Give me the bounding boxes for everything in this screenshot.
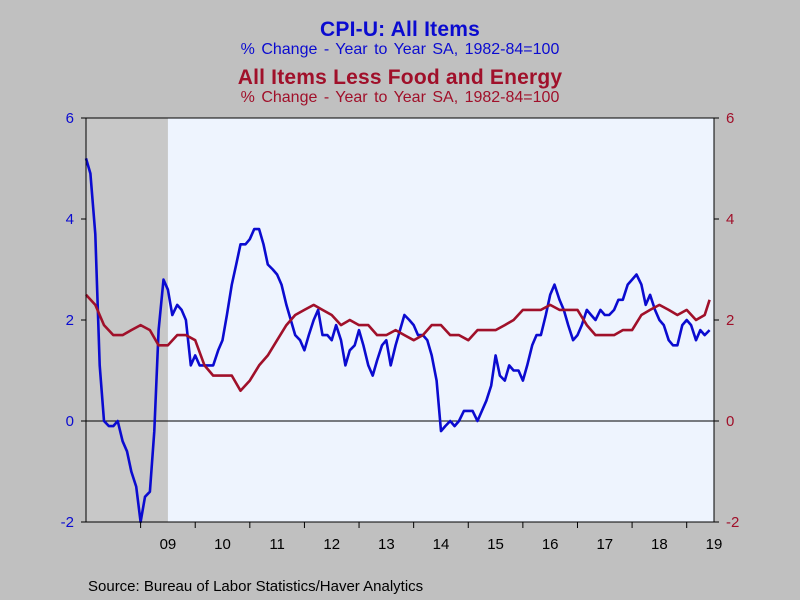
y-tick-label-right: 0 (726, 413, 734, 430)
y-tick-label-right: 4 (726, 211, 734, 228)
series-line-core (85, 293, 711, 392)
x-tick-label: 13 (378, 536, 395, 553)
y-tick-label-left: 4 (66, 211, 74, 228)
chart-title-core: All Items Less Food and Energy (237, 66, 563, 89)
x-tick-label: 17 (596, 536, 613, 553)
x-tick-label: 09 (160, 536, 177, 553)
plot-area (86, 118, 714, 522)
x-tick-label: 12 (323, 536, 340, 553)
series-line-cpi (84, 158, 711, 524)
y-tick-label-left: 6 (66, 110, 74, 127)
chart-title-cpi: CPI-U: All Items (320, 18, 480, 41)
x-tick-label: 14 (433, 536, 450, 553)
y-tick-label-right: -2 (726, 514, 739, 531)
y-tick-label-left: 0 (66, 413, 74, 430)
x-tick-label: 18 (651, 536, 668, 553)
x-tick-label: 11 (269, 536, 285, 553)
y-tick-label-left: -2 (61, 514, 74, 531)
y-tick-label-right: 6 (726, 110, 734, 127)
y-tick-label-right: 2 (726, 312, 734, 329)
chart-subtitle-cpi: % Change - Year to Year SA, 1982-84=100 (240, 41, 560, 58)
y-tick-label-left: 2 (66, 312, 74, 329)
chart-subtitle-core: % Change - Year to Year SA, 1982-84=100 (240, 89, 560, 106)
x-tick-label: 15 (487, 536, 504, 553)
x-tick-label: 16 (542, 536, 559, 553)
x-tick-label: 10 (214, 536, 231, 553)
x-tick-label: 19 (706, 536, 723, 553)
source-note: Source: Bureau of Labor Statistics/Haver… (88, 578, 424, 595)
